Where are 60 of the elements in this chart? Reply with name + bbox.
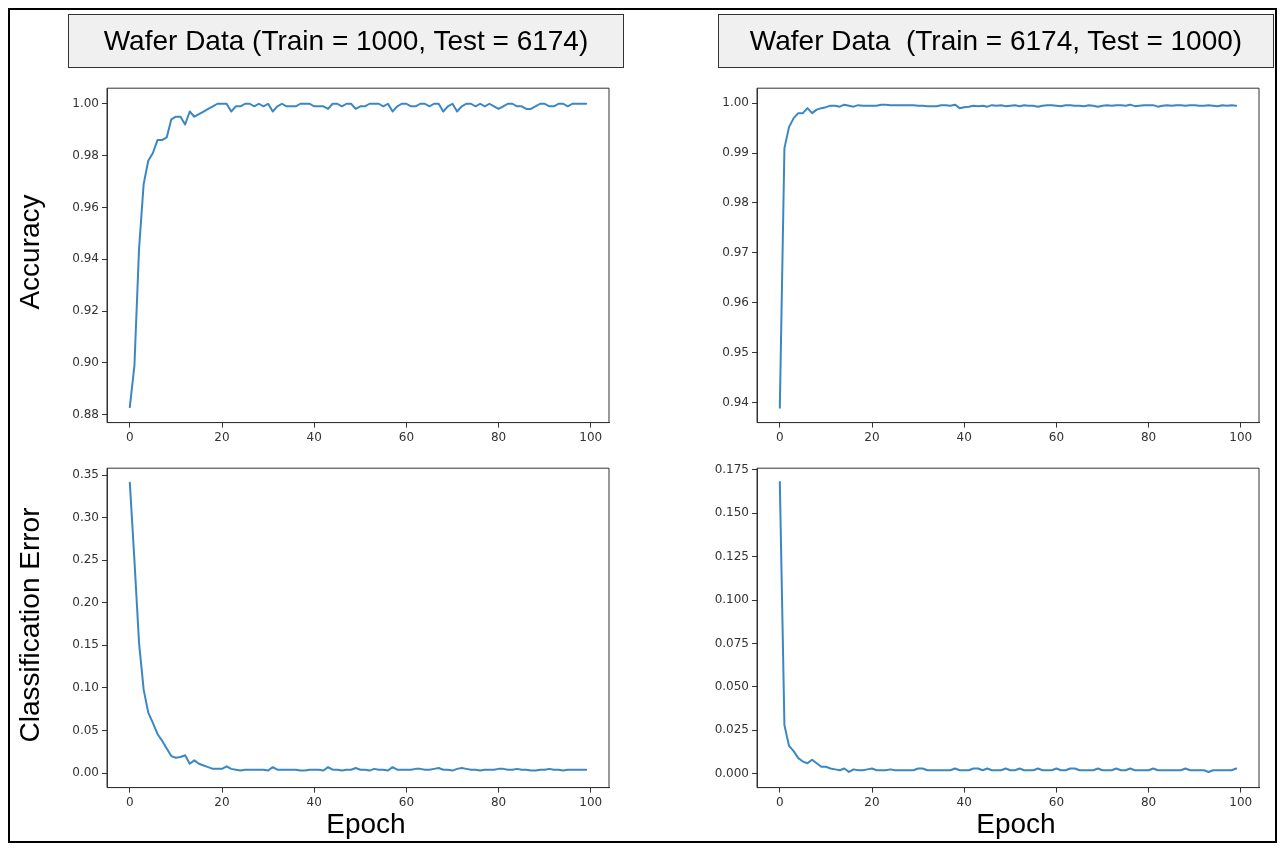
- x-tick-label: 0: [776, 429, 784, 444]
- x-tick-label: 20: [864, 794, 880, 809]
- y-tick-label: 0.90: [72, 355, 99, 370]
- x-tick-label: 80: [1140, 794, 1157, 809]
- x-tick-label: 20: [864, 429, 880, 444]
- y-tick-label: 0.96: [72, 199, 99, 214]
- x-tick-label: 100: [579, 429, 603, 444]
- y-tick-label: 0.050: [714, 679, 749, 694]
- chart-title: Wafer Data (Train = 1000, Test = 6174): [68, 14, 624, 68]
- x-tick-label: 100: [579, 794, 603, 809]
- y-tick-label: 0.05: [72, 722, 99, 737]
- y-tick-label: 0.125: [714, 548, 749, 563]
- x-tick-label: 0: [776, 794, 784, 809]
- y-tick-label: 0.25: [72, 552, 99, 567]
- y-tick-label: 0.00: [72, 765, 99, 780]
- x-tick-label: 100: [1229, 794, 1253, 809]
- y-tick-label: 1.00: [72, 95, 99, 110]
- x-tick-label: 60: [398, 429, 415, 444]
- y-tick-label: 0.000: [714, 765, 749, 780]
- y-tick-label: 0.30: [72, 509, 99, 524]
- y-tick-label: 0.35: [72, 467, 99, 482]
- x-tick-label: 20: [214, 429, 230, 444]
- x-tick-label: 40: [306, 429, 322, 444]
- x-tick-label: 60: [1048, 429, 1065, 444]
- y-tick-label: 0.94: [72, 251, 99, 266]
- x-tick-label: 0: [126, 429, 134, 444]
- chart-title: Wafer Data (Train = 6174, Test = 1000): [718, 14, 1274, 68]
- x-tick-label: 60: [398, 794, 415, 809]
- y-tick-label: 0.175: [714, 462, 749, 477]
- y-tick-label: 0.025: [714, 722, 749, 737]
- y-tick-label: 0.10: [72, 680, 99, 695]
- x-tick-label: 20: [214, 794, 230, 809]
- y-tick-label: 0.98: [722, 195, 749, 210]
- y-tick-label: 0.88: [72, 406, 99, 421]
- y-tick-label: 0.150: [714, 505, 749, 520]
- y-tick-label: 0.100: [714, 592, 749, 607]
- y-tick-label: 0.99: [722, 145, 749, 160]
- x-tick-label: 40: [306, 794, 322, 809]
- x-tick-label: 40: [956, 794, 972, 809]
- x-tick-label: 80: [490, 429, 507, 444]
- x-tick-label: 40: [956, 429, 972, 444]
- y-tick-label: 0.075: [714, 635, 749, 650]
- x-axis-title: Epoch: [975, 808, 1057, 840]
- y-tick-label: 0.92: [72, 303, 99, 318]
- x-tick-label: 100: [1229, 429, 1253, 444]
- y-tick-label: 0.94: [722, 394, 749, 409]
- x-tick-label: 60: [1048, 794, 1065, 809]
- y-tick-label: 1.00: [722, 95, 749, 110]
- y-tick-label: 0.20: [72, 594, 99, 609]
- y-tick-label: 0.97: [722, 245, 749, 260]
- y-axis-title: Classification Error: [14, 506, 46, 745]
- y-tick-label: 0.15: [72, 637, 99, 652]
- y-tick-label: 0.98: [72, 147, 99, 162]
- x-tick-label: 80: [1140, 429, 1157, 444]
- x-tick-label: 0: [126, 794, 134, 809]
- x-tick-label: 80: [490, 794, 507, 809]
- y-tick-label: 0.96: [722, 294, 749, 309]
- y-tick-label: 0.95: [722, 344, 749, 359]
- y-axis-title: Accuracy: [14, 193, 46, 312]
- x-axis-title: Epoch: [325, 808, 407, 840]
